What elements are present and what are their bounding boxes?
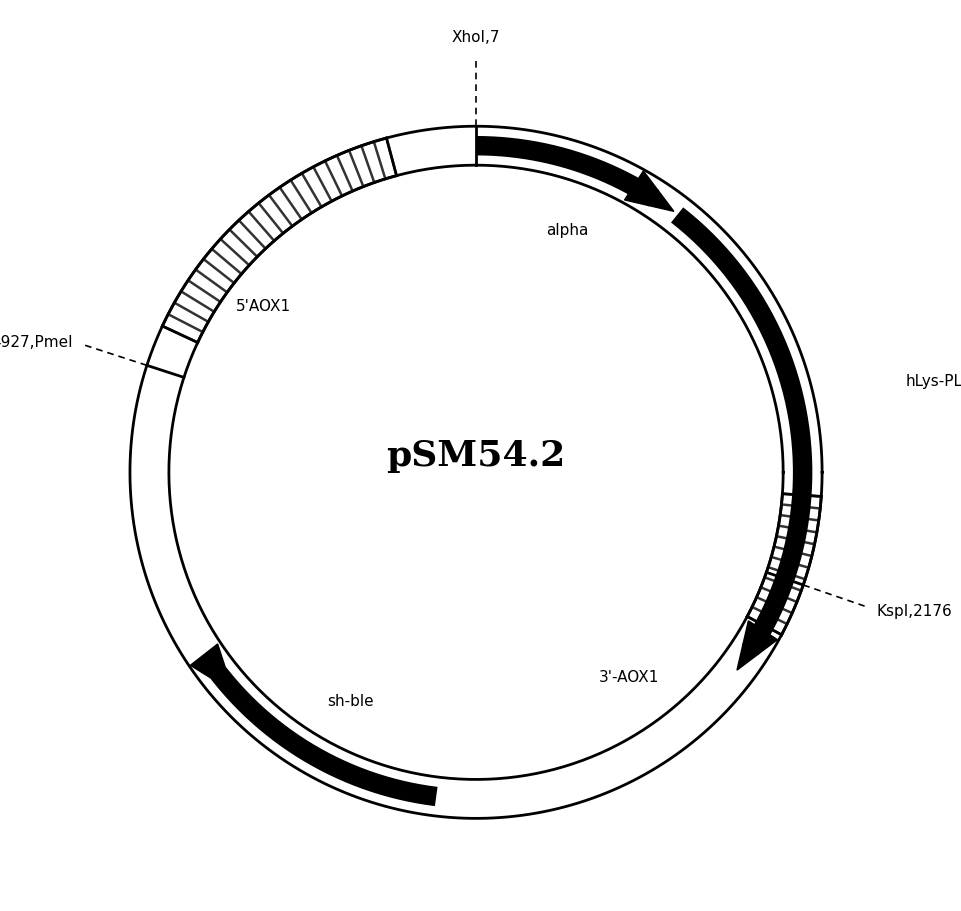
Text: 5'AOX1: 5'AOX1 <box>235 299 291 313</box>
Text: 3'-AOX1: 3'-AOX1 <box>600 669 659 684</box>
Polygon shape <box>737 621 777 670</box>
Polygon shape <box>625 172 674 212</box>
Text: 4927,PmeI: 4927,PmeI <box>0 334 73 350</box>
Text: alpha: alpha <box>546 222 588 238</box>
Polygon shape <box>190 644 234 692</box>
Text: hLys-PLG: hLys-PLG <box>906 374 961 389</box>
Text: XhoI,7: XhoI,7 <box>452 30 501 45</box>
Text: sh-ble: sh-ble <box>328 693 374 708</box>
Text: pSM54.2: pSM54.2 <box>386 438 566 473</box>
Text: KspI,2176: KspI,2176 <box>876 603 952 619</box>
